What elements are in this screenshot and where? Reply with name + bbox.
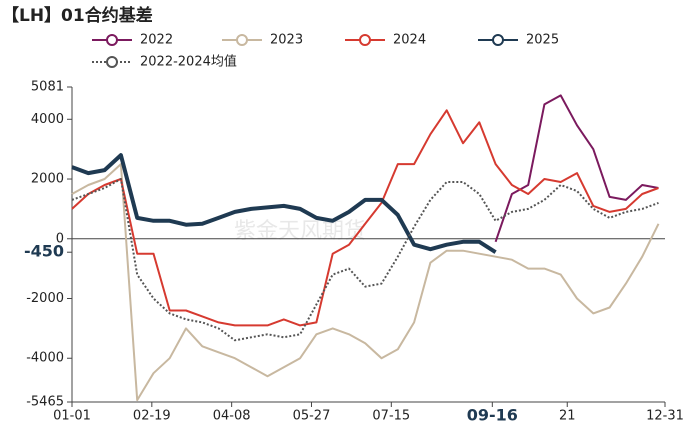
legend-marker [492,34,504,46]
series-line [494,94,659,243]
legend-marker [236,34,248,46]
x-tick-label: 21 [559,409,576,424]
chart-title: 【LH】01合约基差 [2,5,153,26]
x-tick-label: 09-16 [467,406,518,425]
legend-label: 2024 [393,33,426,48]
y-tick-label: 0 [56,231,64,246]
legend-label: 2022-2024均值 [140,54,237,70]
x-tick-label: 12-31 [646,409,684,424]
x-tick-label: 01-01 [53,409,91,424]
series-line [71,109,659,327]
series-line [71,163,660,402]
y-tick-label: -2000 [26,291,64,306]
watermark: 紫金天风期货 [234,219,366,244]
legend-label: 2025 [526,33,559,48]
y-tick-label: -5465 [26,395,64,410]
legend-marker [106,56,118,68]
y-tick-label: -450 [24,242,64,261]
series-line [71,178,659,342]
legend-marker [359,34,371,46]
series-line [71,153,497,254]
x-tick-label: 05-27 [293,409,331,424]
y-tick-label: 2000 [31,172,64,187]
legend-label: 2022 [140,33,173,48]
x-tick-label: 04-08 [213,409,251,424]
y-tick-label: 5081 [31,80,64,95]
legend-label: 2023 [270,33,303,48]
x-tick-label: 07-15 [372,409,410,424]
y-tick-label: 4000 [31,112,64,127]
x-tick-label: 02-19 [133,409,171,424]
y-tick-label: -4000 [26,351,64,366]
legend-marker [106,34,118,46]
